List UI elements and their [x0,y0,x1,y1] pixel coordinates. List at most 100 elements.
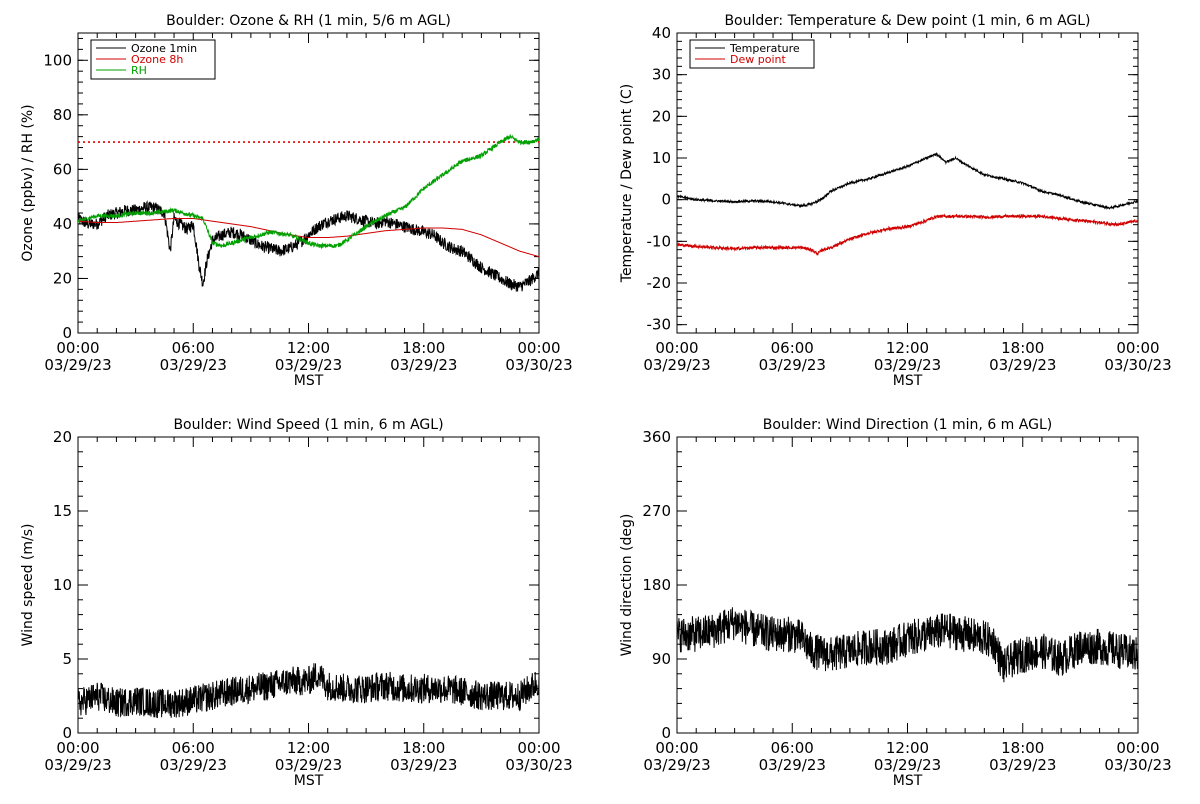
x-tick-label: 12:00 [886,739,929,757]
y-tick-label: 100 [43,51,72,69]
x-tick-label: 12:00 [886,339,929,357]
x-tick-label: 18:00 [1001,739,1044,757]
y-axis-label: Wind speed (m/s) [20,524,36,647]
y-tick-label: 0 [62,324,72,342]
y-axis-label: Ozone (ppbv) / RH (%) [20,104,36,261]
legend-entry: Dew point [730,53,786,66]
legend-entry: Ozone 1min [131,42,197,55]
y-tick-label: 5 [62,650,72,668]
series-group [677,607,1138,683]
y-tick-label: -10 [647,232,672,250]
x-tick-date: 03/29/23 [874,356,941,374]
y-tick-label: 90 [652,650,671,668]
series-ozone-1min [78,200,539,292]
x-tick-label: 12:00 [287,339,330,357]
series-group [78,134,539,292]
y-tick-label: 60 [53,160,72,178]
y-tick-label: 270 [642,502,671,520]
x-axis-label: MST [893,773,923,789]
y-tick-label: 0 [661,191,671,209]
x-tick-label: 00:00 [517,339,560,357]
x-tick-label: 00:00 [517,739,560,757]
x-tick-date: 03/29/23 [275,356,342,374]
y-axis-label: Wind direction (deg) [619,514,635,657]
x-tick-date: 03/29/23 [44,356,111,374]
series-line [677,607,1138,683]
legend-box [689,39,815,69]
x-tick-date: 03/29/23 [989,756,1056,774]
x-tick-date: 03/29/23 [44,756,111,774]
legend-entry: Ozone 8h [131,53,183,66]
y-tick-label: 20 [652,107,671,125]
plot-frame [676,436,1139,734]
y-tick-label: 30 [652,66,671,84]
plot-frame [676,32,1139,334]
x-tick-date: 03/29/23 [390,756,457,774]
x-tick-label: 00:00 [655,739,698,757]
panel-p4: Boulder: Wind Direction (1 min, 6 m AGL)… [619,417,1172,789]
x-axis-label: MST [893,373,923,389]
x-tick-label: 06:00 [172,339,215,357]
x-tick-date: 03/30/23 [505,756,572,774]
x-tick-date: 03/29/23 [759,756,826,774]
x-tick-date: 03/30/23 [1104,756,1171,774]
y-tick-label: 10 [53,576,72,594]
x-tick-date: 03/29/23 [160,756,227,774]
chart-title: Boulder: Wind Speed (1 min, 6 m AGL) [173,417,443,433]
y-tick-label: 40 [652,24,671,42]
series-group [78,663,539,719]
y-tick-label: 20 [53,269,72,287]
x-tick-label: 00:00 [1116,339,1159,357]
x-tick-date: 03/29/23 [643,756,710,774]
x-tick-date: 03/29/23 [643,356,710,374]
x-tick-label: 06:00 [771,339,814,357]
y-tick-label: 180 [642,576,671,594]
x-tick-date: 03/29/23 [874,756,941,774]
x-axis-label: MST [294,373,324,389]
x-tick-label: 18:00 [402,739,445,757]
series-dew-point [677,213,1138,256]
x-tick-date: 03/29/23 [390,356,457,374]
x-tick-label: 12:00 [287,739,330,757]
x-tick-label: 06:00 [172,739,215,757]
x-tick-date: 03/30/23 [505,356,572,374]
series-rh [78,134,539,250]
x-tick-date: 03/29/23 [160,356,227,374]
chart-title: Boulder: Wind Direction (1 min, 6 m AGL) [763,417,1052,433]
legend-entry: RH [131,64,147,77]
y-tick-label: 80 [53,106,72,124]
y-tick-label: -30 [647,316,672,334]
x-tick-label: 06:00 [771,739,814,757]
y-axis-label: Temperature / Dew point (C) [619,84,635,283]
x-tick-label: 00:00 [1116,739,1159,757]
x-tick-label: 00:00 [56,339,99,357]
chart-title: Boulder: Ozone & RH (1 min, 5/6 m AGL) [166,13,451,29]
x-tick-label: 00:00 [655,339,698,357]
panel-p3: Boulder: Wind Speed (1 min, 6 m AGL) 0 5 10… [20,417,573,789]
x-axis-label: MST [294,773,324,789]
y-tick-label: 15 [53,502,72,520]
x-tick-date: 03/29/23 [989,356,1056,374]
x-tick-date: 03/29/23 [759,356,826,374]
series-line [78,663,539,719]
series-ozone-8h [78,218,539,258]
x-tick-label: 00:00 [56,739,99,757]
y-tick-label: 360 [642,428,671,446]
panel-p1: Boulder: Ozone & RH (1 min, 5/6 m AGL) 0 2… [20,13,573,389]
panel-p2: Boulder: Temperature & Dew point (1 min,… [619,13,1172,389]
y-tick-label: 40 [53,215,72,233]
y-tick-label: 0 [661,724,671,742]
y-tick-label: 0 [62,724,72,742]
legend-entry: Temperature [729,42,800,55]
x-tick-date: 03/30/23 [1104,356,1171,374]
chart-title: Boulder: Temperature & Dew point (1 min,… [724,13,1090,29]
y-tick-label: 10 [652,149,671,167]
y-tick-label: 20 [53,428,72,446]
x-tick-label: 18:00 [402,339,445,357]
x-tick-date: 03/29/23 [275,756,342,774]
series-group [677,151,1138,256]
